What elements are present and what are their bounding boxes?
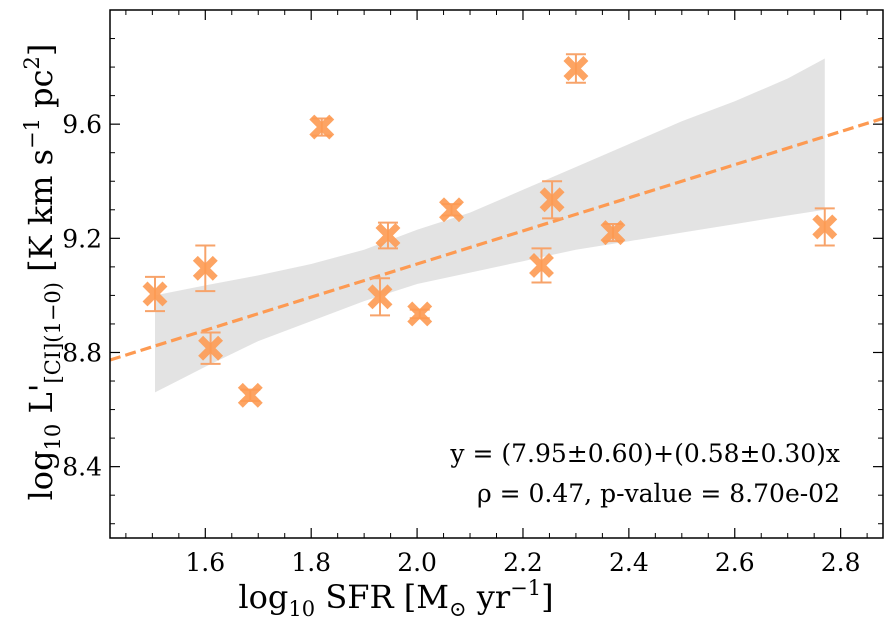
ticks-layer: 1.6 1.8 2.0 2.2 2.4 2.6 2.8 8.4 8.8 9.2 9.6 bbox=[62, 9, 883, 577]
data-point-10 bbox=[529, 247, 554, 284]
x-axis-label: log10 SFR [M⊙ yr−1] bbox=[238, 576, 553, 621]
correlation-annotation: ρ = 0.47, p-value = 8.70e-02 bbox=[477, 479, 840, 508]
data-points-layer bbox=[142, 53, 838, 408]
data-point-1 bbox=[142, 275, 168, 313]
fit-equation-annotation: y = (7.95±0.60)+(0.58±0.30)x bbox=[449, 439, 840, 468]
marker-12 bbox=[563, 56, 589, 81]
data-point-11 bbox=[539, 180, 565, 220]
data-point-5 bbox=[309, 114, 335, 140]
marker-6 bbox=[367, 284, 393, 310]
data-point-12 bbox=[563, 53, 589, 84]
data-point-7 bbox=[375, 221, 401, 250]
x-tick-label: 1.6 bbox=[185, 548, 225, 577]
marker-1 bbox=[142, 281, 168, 307]
data-point-4 bbox=[237, 382, 263, 408]
fit-line-layer bbox=[109, 116, 884, 362]
confidence-band bbox=[155, 58, 825, 393]
marker-5 bbox=[309, 114, 335, 140]
data-point-2 bbox=[192, 244, 218, 293]
marker-2 bbox=[192, 255, 218, 281]
x-tick-label: 2.2 bbox=[503, 548, 543, 577]
data-point-13 bbox=[600, 220, 626, 246]
marker-7 bbox=[375, 223, 401, 248]
marker-14 bbox=[812, 214, 838, 240]
x-tick-label: 2.8 bbox=[821, 548, 861, 577]
y-tick-label: 8.4 bbox=[62, 453, 102, 482]
marker-3 bbox=[198, 335, 224, 361]
marker-4 bbox=[237, 382, 263, 408]
fit-line bbox=[109, 116, 884, 362]
data-point-14 bbox=[812, 207, 838, 247]
x-tick-label: 1.8 bbox=[291, 548, 331, 577]
y-tick-label: 9.6 bbox=[62, 110, 102, 139]
y-tick-label: 9.2 bbox=[62, 224, 102, 253]
x-tick-label: 2.0 bbox=[397, 548, 437, 577]
marker-9 bbox=[439, 197, 464, 223]
data-point-8 bbox=[407, 301, 433, 327]
data-point-9 bbox=[439, 197, 464, 223]
data-point-6 bbox=[367, 277, 393, 317]
data-point-3 bbox=[198, 331, 224, 365]
marker-13 bbox=[600, 220, 626, 246]
x-tick-label: 2.6 bbox=[715, 548, 755, 577]
annotations: y = (7.95±0.60)+(0.58±0.30)x ρ = 0.47, p… bbox=[449, 439, 840, 508]
marker-10 bbox=[529, 252, 554, 278]
marker-11 bbox=[539, 187, 565, 213]
x-tick-label: 2.4 bbox=[609, 548, 649, 577]
confidence-band-layer bbox=[155, 58, 825, 393]
marker-8 bbox=[407, 301, 433, 327]
y-axis-label: log10 L'[CI](1−0) [K km s−1 pc2] bbox=[20, 44, 65, 501]
y-tick-label: 8.8 bbox=[62, 338, 102, 367]
